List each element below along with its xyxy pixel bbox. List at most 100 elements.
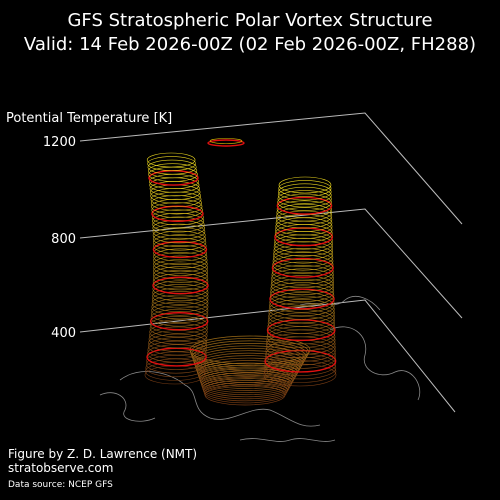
vortex-contour xyxy=(153,234,207,251)
vortex-contour xyxy=(272,248,334,267)
vortex-contour xyxy=(271,268,334,289)
subtitle: Valid: 14 Feb 2026-00Z (02 Feb 2026-00Z,… xyxy=(24,34,476,55)
vortex-contour xyxy=(148,330,208,349)
vortex-contour xyxy=(275,210,333,229)
vortex-contour xyxy=(267,312,335,334)
vortex-contour xyxy=(150,305,209,323)
vortex-contour xyxy=(273,241,334,260)
coastline xyxy=(99,392,156,422)
vortex-contour xyxy=(147,337,207,356)
vortex-contour xyxy=(152,213,205,229)
vortex-contour xyxy=(152,241,208,259)
vortex-contour xyxy=(270,278,335,299)
vortex-contour xyxy=(278,183,332,201)
vortex-contour xyxy=(146,152,196,168)
vortex-contour xyxy=(147,344,207,363)
vortex-contour xyxy=(152,223,206,240)
vortex-contour xyxy=(268,309,335,331)
tick-label: 400 xyxy=(51,326,76,341)
vortex-contour xyxy=(277,190,332,208)
vortex-contour xyxy=(276,200,332,218)
vortex-contour xyxy=(152,273,209,291)
credit-site: stratobserve.com xyxy=(8,461,113,475)
vortex-contour xyxy=(149,323,208,341)
vortex-contour xyxy=(152,284,209,302)
tick-label: 800 xyxy=(51,232,76,247)
vortex-contour xyxy=(146,347,207,367)
vortex-contour xyxy=(152,276,209,295)
vortex-contour xyxy=(269,288,335,310)
vortex-contour xyxy=(272,251,334,271)
vortex-contour xyxy=(276,207,333,225)
coastline xyxy=(239,438,336,442)
vortex-contour xyxy=(273,237,333,257)
vortex-contour xyxy=(152,227,206,244)
vortex-contour xyxy=(153,252,208,269)
vortex-contour xyxy=(209,138,243,144)
plane-line xyxy=(79,299,456,413)
vortex-contour xyxy=(146,351,207,370)
vortex-contour xyxy=(149,319,208,338)
vortex-contour xyxy=(189,335,311,365)
vortex-contour xyxy=(264,353,337,376)
vortex-contour xyxy=(265,346,336,369)
vortex-contour xyxy=(267,316,336,338)
credit-author: Figure by Z. D. Lawrence (NMT) xyxy=(8,447,197,461)
vortex-contour xyxy=(268,302,335,324)
vortex-contour xyxy=(152,220,205,237)
credit-source: Data source: NCEP GFS xyxy=(8,480,113,490)
vortex-contour xyxy=(266,319,336,342)
vortex-contour xyxy=(150,316,208,334)
vortex-contour xyxy=(153,262,208,280)
vortex-contour xyxy=(274,234,333,253)
vortex-contour xyxy=(153,237,207,255)
vortex-contour xyxy=(153,248,208,265)
vortex-contour xyxy=(147,163,198,179)
vortex-contour xyxy=(269,285,335,306)
vortex-contour xyxy=(269,292,335,313)
plane-line xyxy=(79,112,463,225)
vortex-contour xyxy=(152,216,205,233)
vortex-contour xyxy=(152,269,209,287)
vortex xyxy=(144,138,337,406)
vortex-contour xyxy=(152,230,206,247)
vortex-contour xyxy=(276,203,333,222)
vortex-contour xyxy=(263,363,337,387)
vortex-contour xyxy=(278,180,332,197)
vortex-contour xyxy=(271,271,334,292)
vortex-contour xyxy=(271,261,334,282)
vortex-contour xyxy=(147,156,197,171)
vortex-contour xyxy=(271,265,334,285)
vortex-contour xyxy=(151,294,209,312)
vortex-contour xyxy=(150,308,209,327)
vortex-contour xyxy=(263,360,337,383)
vortex-contour xyxy=(270,275,334,296)
vortex-contour xyxy=(147,340,207,359)
vortex-contour xyxy=(153,266,209,284)
vortex-contour xyxy=(264,356,337,380)
vortex-contour xyxy=(268,299,335,320)
vortex-contour xyxy=(148,333,208,352)
vortex-contour xyxy=(151,209,204,226)
vortex-contour xyxy=(152,287,209,305)
axis-label: Potential Temperature [K] xyxy=(6,111,172,126)
vortex-contour xyxy=(149,326,208,345)
tick-label: 1200 xyxy=(43,135,76,150)
vortex-contour xyxy=(150,312,209,331)
vortex-contour xyxy=(277,186,332,204)
vortex-contour xyxy=(277,193,332,211)
vortex-contour xyxy=(278,176,332,194)
vortex-contour xyxy=(151,205,204,222)
vortex-contour xyxy=(268,305,335,327)
vortex-contour xyxy=(264,349,337,373)
vortex-contour xyxy=(207,139,245,147)
coastline xyxy=(119,371,321,427)
vortex-contour xyxy=(272,254,334,275)
vortex-contour xyxy=(151,301,209,320)
vortex-contour xyxy=(153,259,208,276)
vortex-contour xyxy=(147,159,197,175)
vortex-contour xyxy=(153,255,208,273)
vortex-contour xyxy=(276,196,333,215)
